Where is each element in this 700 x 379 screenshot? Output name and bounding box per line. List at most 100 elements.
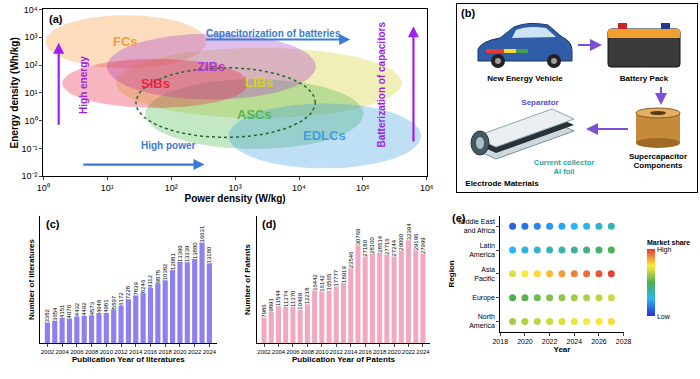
svg-text:10382: 10382 (162, 263, 168, 280)
svg-text:16631: 16631 (199, 225, 205, 242)
svg-text:Middle Eastand Africa: Middle Eastand Africa (458, 218, 495, 234)
svg-text:4151: 4151 (59, 304, 65, 318)
svg-text:2008: 2008 (301, 349, 315, 355)
svg-text:2016: 2016 (144, 349, 158, 355)
svg-text:2014: 2014 (344, 349, 358, 355)
svg-text:4070: 4070 (66, 304, 72, 318)
svg-text:16442: 16442 (312, 273, 318, 290)
svg-text:2026: 2026 (591, 338, 607, 345)
svg-text:Electrode Materials: Electrode Materials (465, 179, 539, 188)
svg-text:9112: 9112 (147, 274, 153, 288)
svg-text:Region: Region (447, 260, 456, 287)
svg-text:2012: 2012 (330, 349, 344, 355)
svg-text:10³: 10³ (25, 32, 38, 42)
svg-text:28100: 28100 (369, 236, 375, 253)
svg-text:2024: 2024 (567, 338, 583, 345)
svg-text:4981: 4981 (103, 299, 109, 313)
svg-text:4573: 4573 (89, 301, 95, 315)
svg-text:32394: 32394 (406, 223, 412, 240)
svg-text:5597: 5597 (111, 295, 117, 309)
svg-text:13180: 13180 (206, 246, 212, 263)
svg-text:12218: 12218 (304, 287, 310, 304)
svg-text:Publication Year of Patents: Publication Year of Patents (292, 355, 396, 364)
svg-text:10²: 10² (25, 60, 38, 70)
svg-text:10³: 10³ (229, 183, 242, 193)
svg-text:10²: 10² (165, 183, 178, 193)
svg-text:10¹: 10¹ (25, 88, 38, 98)
svg-text:SupercapacitorComponents: SupercapacitorComponents (629, 152, 687, 170)
svg-text:Power density (W/kg): Power density (W/kg) (185, 193, 286, 204)
svg-text:10¹: 10¹ (101, 183, 114, 193)
svg-text:10⁴: 10⁴ (292, 183, 306, 193)
svg-text:2022: 2022 (542, 338, 558, 345)
svg-text:27244: 27244 (391, 239, 397, 256)
svg-text:16142: 16142 (319, 274, 325, 291)
svg-text:New Energy Vehicle: New Energy Vehicle (487, 74, 563, 83)
svg-text:10⁻¹: 10⁻¹ (22, 144, 38, 154)
svg-text:10⁶: 10⁶ (420, 183, 434, 193)
svg-text:(e): (e) (452, 212, 466, 224)
svg-text:7986: 7986 (261, 304, 267, 318)
svg-text:28514: 28514 (377, 235, 383, 252)
svg-text:2002: 2002 (41, 349, 55, 355)
svg-text:High: High (657, 246, 672, 254)
svg-text:10⁰: 10⁰ (25, 116, 38, 126)
svg-text:Year: Year (553, 345, 570, 354)
svg-text:27999: 27999 (420, 237, 426, 254)
svg-text:30769: 30769 (355, 228, 361, 245)
svg-text:EDLCs: EDLCs (303, 128, 346, 143)
svg-text:2002: 2002 (257, 349, 271, 355)
svg-text:4432: 4432 (74, 302, 80, 316)
svg-text:2018: 2018 (159, 349, 173, 355)
svg-text:29090: 29090 (398, 233, 404, 250)
svg-text:2018: 2018 (373, 349, 387, 355)
svg-text:LatinAmerica: LatinAmerica (469, 242, 495, 258)
svg-text:2020: 2020 (387, 349, 401, 355)
svg-text:16565: 16565 (326, 273, 332, 290)
svg-text:Market share: Market share (647, 239, 690, 246)
svg-text:Europe: Europe (472, 294, 495, 302)
svg-text:2016: 2016 (359, 349, 373, 355)
svg-text:4948: 4948 (96, 299, 102, 313)
svg-text:27180: 27180 (362, 239, 368, 256)
svg-text:10⁻²: 10⁻² (22, 171, 38, 181)
svg-text:Separator: Separator (521, 98, 558, 107)
svg-text:9875: 9875 (155, 269, 161, 283)
svg-text:2022: 2022 (402, 349, 416, 355)
svg-text:2006: 2006 (70, 349, 84, 355)
svg-text:(a): (a) (49, 13, 63, 25)
svg-text:2006: 2006 (286, 349, 300, 355)
svg-text:27716: 27716 (384, 238, 390, 255)
svg-text:7839: 7839 (133, 282, 139, 296)
svg-text:2008: 2008 (85, 349, 99, 355)
svg-text:Energy density (Wh/kg): Energy density (Wh/kg) (9, 37, 20, 148)
svg-text:2020: 2020 (517, 338, 533, 345)
svg-text:2020: 2020 (173, 349, 187, 355)
svg-text:2028: 2028 (616, 338, 632, 345)
svg-text:High power: High power (141, 140, 196, 151)
svg-text:3654: 3654 (52, 307, 58, 321)
svg-text:Low: Low (657, 313, 671, 320)
svg-text:8246: 8246 (140, 279, 146, 293)
svg-text:9891: 9891 (268, 298, 274, 312)
svg-text:10499: 10499 (297, 292, 303, 309)
svg-text:Publication Year of literature: Publication Year of literatures (72, 355, 185, 364)
svg-text:(b): (b) (461, 7, 475, 19)
svg-text:2024: 2024 (416, 349, 430, 355)
svg-text:6172: 6172 (118, 292, 124, 306)
svg-text:11544: 11544 (275, 289, 281, 306)
svg-text:High energy: High energy (78, 56, 89, 114)
svg-text:ZIBs: ZIBs (197, 59, 225, 74)
svg-text:10⁵: 10⁵ (356, 183, 370, 193)
svg-text:SIBs: SIBs (141, 76, 170, 91)
svg-text:2010: 2010 (315, 349, 329, 355)
svg-text:2010: 2010 (100, 349, 114, 355)
svg-text:11370: 11370 (290, 290, 296, 307)
svg-text:AsiaPacific: AsiaPacific (474, 266, 495, 282)
svg-text:23546: 23546 (348, 251, 354, 268)
svg-text:Number of literatures: Number of literatures (27, 239, 36, 320)
svg-text:Capacitorization of batteries: Capacitorization of batteries (206, 28, 341, 39)
svg-text:(d): (d) (262, 218, 276, 230)
svg-text:17777: 17777 (333, 269, 339, 286)
svg-text:29196: 29196 (413, 233, 419, 250)
